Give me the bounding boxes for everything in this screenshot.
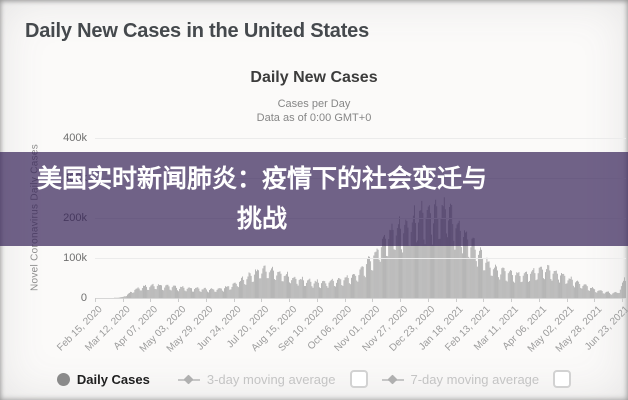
x-axis-tick	[95, 298, 96, 302]
x-axis-tick	[316, 298, 318, 302]
7day-moving-average-label: 7-day moving average	[410, 371, 540, 387]
daily-cases-dot-icon	[56, 372, 70, 386]
headline-line1: 美国实时新闻肺炎：疫情下的社会变迁与	[36, 165, 487, 193]
moving-average-line-icon	[177, 375, 200, 384]
x-axis-tick	[344, 298, 346, 302]
x-axis-tick	[150, 298, 152, 302]
x-axis-tick	[372, 298, 374, 302]
x-axis-tick	[400, 298, 402, 302]
x-axis-tick	[566, 298, 568, 302]
3day-moving-average-label: 3-day moving average	[206, 371, 336, 387]
x-axis-tick	[289, 298, 291, 302]
x-axis-tick	[205, 298, 207, 302]
x-axis-tick	[538, 298, 540, 302]
x-axis-tick	[483, 298, 485, 302]
moving-average-line-icon	[381, 375, 404, 384]
chart-legend: Daily Cases 3-day moving average 7-day m…	[0, 368, 628, 390]
legend-item-3day-moving-average[interactable]: 3-day moving average	[177, 371, 336, 387]
3day-moving-average-checkbox[interactable]	[349, 370, 368, 388]
chart-data-timestamp: Data as of 0:00 GMT+0	[256, 112, 372, 124]
x-axis-tick	[261, 298, 263, 302]
x-axis-tick	[427, 298, 429, 302]
x-axis-tick	[455, 298, 457, 302]
x-axis-tick	[594, 298, 596, 302]
x-axis-tick	[622, 298, 623, 302]
legend-item-daily-cases[interactable]: Daily Cases	[56, 371, 164, 387]
y-axis-tick-label: 0	[80, 292, 87, 304]
legend-item-7day-moving-average[interactable]: 7-day moving average	[381, 371, 540, 387]
daily-cases-bars	[114, 197, 626, 298]
x-axis-tick	[122, 298, 124, 302]
headline-line2: 挑战	[236, 205, 287, 233]
y-axis-tick-label: 100k	[63, 252, 87, 264]
7day-moving-average-checkbox[interactable]	[553, 370, 572, 388]
chinese-headline-overlay: 美国实时新闻肺炎：疫情下的社会变迁与 挑战	[0, 152, 628, 246]
daily-cases-label: Daily Cases	[76, 371, 150, 387]
x-axis-tick	[511, 298, 513, 302]
chart-title: Daily New Cases	[250, 69, 378, 86]
x-axis-tick	[233, 298, 235, 302]
gridline	[95, 258, 626, 259]
gridline	[95, 138, 626, 139]
headline-text: 美国实时新闻肺炎：疫情下的社会变迁与 挑战	[0, 159, 524, 239]
gridline	[95, 298, 626, 299]
chart-subtitle: Cases per Day	[277, 98, 351, 110]
x-axis-tick	[178, 298, 180, 302]
page-title: Daily New Cases in the United States	[25, 20, 370, 42]
y-axis-tick-label: 400k	[63, 132, 87, 144]
